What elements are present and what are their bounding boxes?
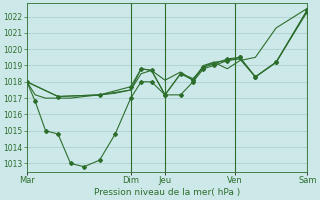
X-axis label: Pression niveau de la mer( hPa ): Pression niveau de la mer( hPa ) [94, 188, 240, 197]
